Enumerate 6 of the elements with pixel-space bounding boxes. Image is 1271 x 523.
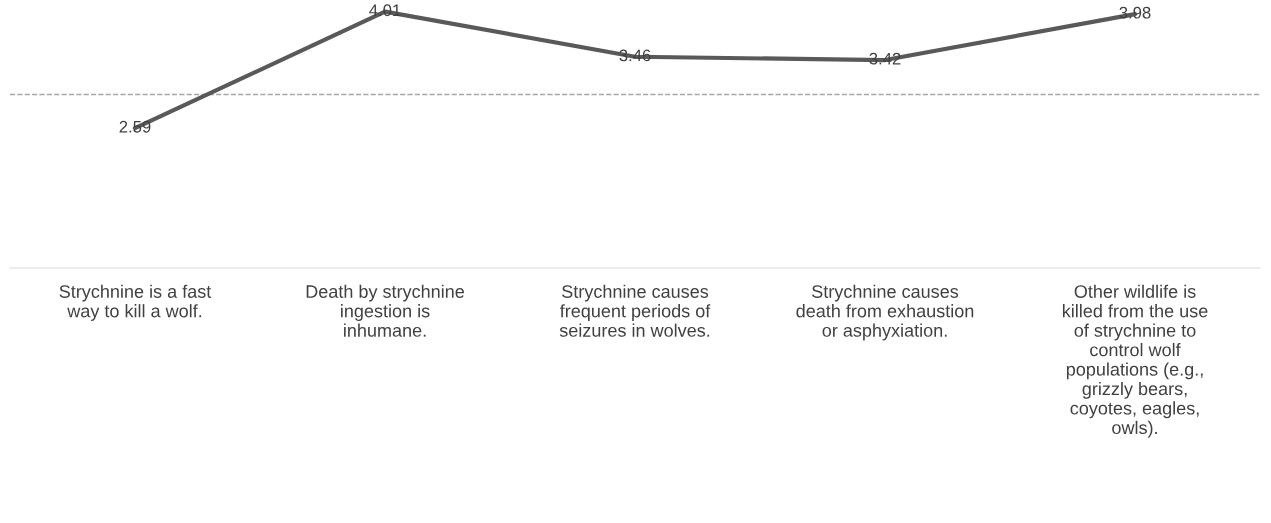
x-tick-label: Strychnine is a fast way to kill a wolf. (59, 284, 212, 321)
data-label: 3.98 (1119, 6, 1151, 19)
x-tick-label: Strychnine causes frequent periods of seizures in wolves. (559, 284, 711, 337)
x-tick-label: Other wildlife is killed from the use of strychnine to control wolf populations (e.g., grizzly bears, coyotes, eagles, owls). (1062, 284, 1208, 438)
x-tick-label: Death by strychnine ingestion is inhumane. (306, 284, 464, 337)
x-tick-label: Strychnine causes death from exhaustion or asphyxiation. (796, 284, 974, 341)
